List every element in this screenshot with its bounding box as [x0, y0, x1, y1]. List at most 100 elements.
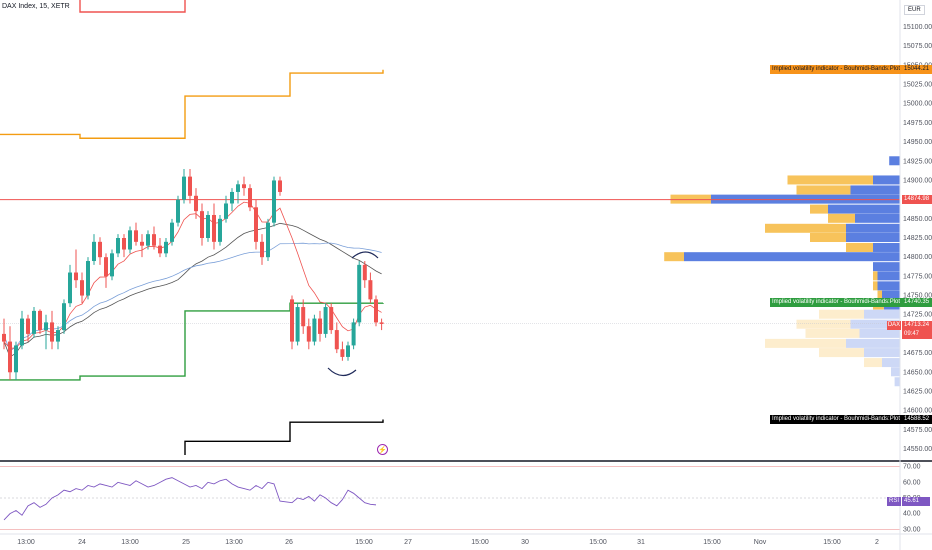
candle-body[interactable]	[295, 307, 300, 342]
candle-body[interactable]	[334, 330, 339, 350]
candle-body[interactable]	[182, 176, 186, 200]
candle-body[interactable]	[122, 238, 126, 250]
mid-band-label: Implied volatility indicator - Bouhmidi-…	[770, 298, 903, 307]
candle-body[interactable]	[260, 241, 264, 258]
candle-body[interactable]	[104, 257, 108, 277]
price-tick-label: 15000.00	[903, 101, 932, 108]
candle-body[interactable]	[242, 184, 246, 189]
volume-profile-up-bar	[873, 175, 900, 185]
candle-body[interactable]	[218, 218, 222, 242]
candle-body[interactable]	[74, 272, 78, 281]
candle-body[interactable]	[206, 214, 210, 238]
candle-body[interactable]	[158, 245, 162, 254]
candle-body[interactable]	[62, 303, 66, 331]
volume-profile-down-bar	[664, 252, 684, 262]
candle-body[interactable]	[351, 322, 356, 346]
candle-body[interactable]	[248, 188, 252, 208]
price-tick-label: 14600.00	[903, 408, 932, 415]
candle-body[interactable]	[164, 241, 168, 254]
candle-body[interactable]	[312, 318, 317, 342]
candle-body[interactable]	[176, 199, 180, 223]
lightning-icon[interactable]: ⚡	[377, 444, 388, 455]
candle-body[interactable]	[38, 310, 42, 331]
candle-body[interactable]	[374, 299, 378, 323]
volume-profile	[664, 156, 900, 387]
candle-body[interactable]	[68, 272, 72, 304]
volume-profile-down-bar	[796, 185, 851, 195]
symbol-title[interactable]: DAX Index, 15, XETR	[2, 3, 70, 10]
candles[interactable]	[2, 168, 384, 380]
candle-body[interactable]	[266, 222, 270, 258]
time-tick-label: 26	[285, 539, 293, 546]
candle-body[interactable]	[128, 230, 132, 250]
time-tick-label: 31	[637, 539, 645, 546]
candle-body[interactable]	[236, 184, 240, 192]
candle-body[interactable]	[340, 349, 345, 357]
candle-body[interactable]	[20, 318, 24, 346]
rsi-pane[interactable]	[0, 466, 900, 530]
candle-body[interactable]	[80, 280, 84, 296]
candle-body[interactable]	[170, 222, 174, 242]
candle-body[interactable]	[278, 180, 282, 192]
time-tick-label: 27	[404, 539, 412, 546]
candle-body[interactable]	[212, 214, 216, 242]
candle-body[interactable]	[2, 333, 6, 342]
rsi-value: 45.61	[902, 497, 930, 506]
candle-body[interactable]	[368, 280, 373, 300]
price-tick-label: 14625.00	[903, 388, 932, 395]
price-tick-label: 14850.00	[903, 216, 932, 223]
candle-body[interactable]	[346, 345, 350, 357]
candle-body[interactable]	[357, 264, 362, 323]
volume-profile-down-bar	[810, 233, 846, 242]
candle-body[interactable]	[188, 176, 192, 196]
candle-body[interactable]	[140, 241, 144, 246]
candle-body[interactable]	[8, 341, 12, 373]
candle-body[interactable]	[110, 253, 114, 277]
price-tick-label: 14900.00	[903, 177, 932, 184]
candle-body[interactable]	[152, 234, 156, 246]
candle-body[interactable]	[86, 261, 90, 296]
upper-band-price: 15044.21	[902, 65, 932, 74]
candle-body[interactable]	[116, 238, 120, 254]
candle-body[interactable]	[200, 211, 204, 238]
candle-body[interactable]	[329, 307, 334, 331]
candle-body[interactable]	[254, 207, 258, 242]
currency-label[interactable]: EUR	[904, 5, 925, 15]
candle-body[interactable]	[134, 230, 138, 242]
time-tick-label: 15:00	[471, 539, 489, 546]
time-tick-label: 15:00	[823, 539, 841, 546]
candle-body[interactable]	[44, 322, 48, 331]
candle-body[interactable]	[32, 310, 36, 334]
candle-body[interactable]	[362, 264, 367, 281]
candle-body[interactable]	[98, 241, 102, 258]
price-tick-label: 14975.00	[903, 120, 932, 127]
ema-line	[3, 201, 382, 349]
rsi-line[interactable]	[3, 477, 377, 521]
candle-body[interactable]	[194, 195, 198, 212]
candle-body[interactable]	[323, 307, 328, 334]
candle-body[interactable]	[290, 299, 294, 342]
candle-body[interactable]	[224, 203, 228, 219]
volume-profile-up-bar	[873, 242, 900, 252]
price-tick-label: 14575.00	[903, 427, 932, 434]
candle-body[interactable]	[56, 330, 60, 342]
price-tick-label: 14725.00	[903, 312, 932, 319]
volume-profile-down-bar	[787, 175, 873, 185]
candle-body[interactable]	[230, 191, 234, 204]
volume-profile-up-bar	[684, 252, 900, 262]
time-tick-label: 13:00	[225, 539, 243, 546]
candle-body[interactable]	[301, 307, 306, 327]
candle-body[interactable]	[50, 322, 54, 342]
candle-body[interactable]	[272, 180, 276, 223]
candle-body[interactable]	[318, 318, 322, 334]
volume-profile-up-bar	[850, 185, 900, 195]
candle-body[interactable]	[92, 241, 96, 262]
candle-body[interactable]	[14, 345, 18, 373]
candle-body[interactable]	[146, 234, 150, 246]
candle-body[interactable]	[306, 326, 311, 342]
candle-body[interactable]	[379, 322, 384, 324]
price-tick-label: 14750.00	[903, 293, 932, 300]
candle-body[interactable]	[26, 318, 30, 334]
